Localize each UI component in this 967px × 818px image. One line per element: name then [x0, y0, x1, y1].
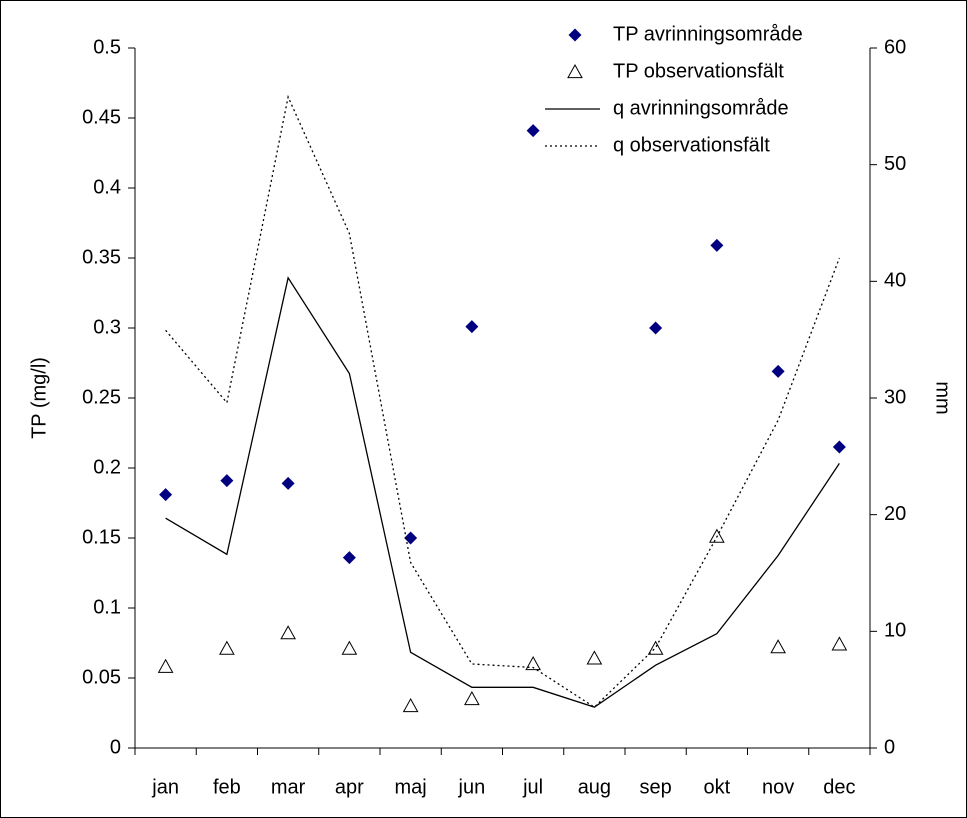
x-tick-label: jul: [522, 776, 543, 798]
x-tick-label: okt: [704, 776, 731, 798]
legend-label: q avrinningsområde: [613, 97, 789, 119]
point: [770, 639, 786, 654]
point: [157, 658, 174, 673]
x-tick-label: aug: [578, 776, 611, 798]
point: [404, 531, 418, 545]
point: [402, 697, 419, 713]
y2-tick-label: 50: [884, 153, 906, 175]
x-tick-label: maj: [395, 776, 427, 798]
y-tick-label: 0.45: [82, 106, 121, 128]
point: [220, 474, 234, 488]
x-tick-label: jun: [458, 776, 486, 798]
point: [159, 488, 173, 502]
line: [165, 276, 840, 708]
point: [465, 320, 479, 334]
y-axis-label: TP (mg/l): [28, 357, 50, 439]
y2-axis-label: mm: [932, 381, 954, 414]
point: [649, 321, 663, 335]
y-tick-label: 0.3: [93, 316, 121, 338]
y-tick-label: 0.35: [82, 246, 121, 268]
y2-tick-label: 20: [884, 503, 906, 525]
y-tick-label: 0.15: [82, 526, 121, 548]
point: [464, 690, 480, 706]
y2-tick-label: 0: [884, 736, 895, 758]
y-tick-label: 0.5: [93, 36, 121, 58]
legend-swatch: [567, 63, 583, 79]
legend-label: TP observationsfält: [613, 60, 784, 82]
x-tick-label: dec: [823, 776, 855, 798]
x-tick-label: sep: [640, 776, 672, 798]
y-tick-label: 0.05: [82, 666, 121, 688]
x-tick-label: apr: [335, 776, 364, 798]
point: [710, 238, 724, 252]
point: [771, 364, 785, 378]
y2-tick-label: 10: [884, 620, 906, 642]
point: [341, 640, 358, 655]
line: [165, 94, 840, 708]
y2-tick-label: 30: [884, 386, 906, 408]
y-tick-label: 0.25: [82, 386, 121, 408]
point: [525, 655, 541, 671]
point: [342, 551, 356, 565]
y2-tick-label: 40: [884, 270, 906, 292]
point: [526, 124, 540, 138]
x-tick-label: nov: [762, 776, 794, 798]
point: [586, 650, 603, 665]
y-tick-label: 0: [110, 736, 121, 758]
legend-label: q observationsfält: [613, 134, 770, 156]
point: [280, 625, 296, 640]
point: [281, 476, 295, 490]
legend-swatch: [568, 28, 582, 42]
x-tick-label: mar: [271, 776, 306, 798]
point: [832, 440, 846, 454]
legend-label: TP avrinningsområde: [613, 23, 803, 45]
point: [647, 640, 664, 655]
x-tick-label: jan: [151, 776, 179, 798]
x-tick-label: feb: [213, 776, 241, 798]
point: [831, 636, 848, 651]
y-tick-label: 0.4: [93, 176, 121, 198]
y-tick-label: 0.2: [93, 456, 121, 478]
y-tick-label: 0.1: [93, 596, 121, 618]
point: [219, 640, 235, 655]
y2-tick-label: 60: [884, 36, 906, 58]
